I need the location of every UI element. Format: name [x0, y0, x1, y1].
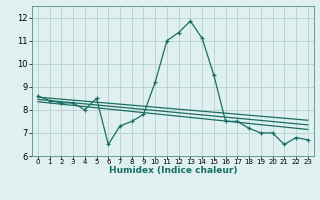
X-axis label: Humidex (Indice chaleur): Humidex (Indice chaleur) [108, 166, 237, 175]
